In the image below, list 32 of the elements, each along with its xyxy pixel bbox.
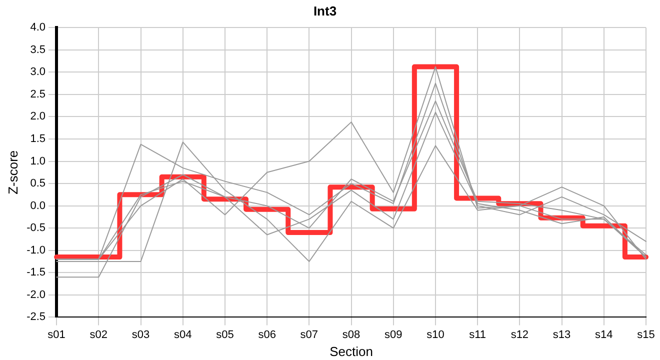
x-tick-label: s15 — [637, 328, 655, 341]
y-tick-label: 3.0 — [30, 66, 46, 78]
y-tick-label: -1.5 — [26, 266, 46, 279]
x-tick-label: s02 — [90, 328, 108, 341]
y-tick-label: 1.5 — [30, 133, 46, 146]
x-tick-label: s08 — [342, 328, 360, 341]
y-tick-label: 4.0 — [30, 22, 46, 34]
y-tick-label: -2.0 — [26, 288, 46, 301]
y-tick-label: 0.5 — [30, 178, 46, 190]
x-tick-label: s12 — [510, 328, 529, 341]
x-tick-label: s03 — [132, 328, 150, 341]
y-tick-label: -0.5 — [26, 222, 46, 234]
x-tick-label: s01 — [48, 328, 66, 341]
x-tick-label: s04 — [174, 328, 192, 341]
y-tick-label: 2.5 — [30, 88, 46, 100]
x-tick-label: s09 — [384, 328, 402, 341]
x-tick-label: s10 — [426, 328, 444, 341]
x-tick-label: s11 — [469, 328, 486, 341]
chart-title: Int3 — [313, 3, 337, 18]
y-tick-label: -1.0 — [26, 244, 46, 256]
y-axis-title: Z-score — [5, 150, 20, 194]
y-tick-label: 0.0 — [30, 200, 46, 212]
x-tick-label: s07 — [300, 328, 318, 341]
x-tick-label: s14 — [595, 328, 613, 341]
y-tick-label: 3.5 — [30, 44, 46, 56]
y-tick-label: 1.0 — [30, 155, 46, 168]
y-tick-label: 2.0 — [30, 110, 46, 123]
x-tick-label: s13 — [552, 328, 571, 341]
y-tick-label: -2.5 — [26, 311, 46, 324]
x-tick-label: s06 — [258, 328, 276, 341]
x-axis-title: Section — [330, 344, 373, 359]
x-tick-label: s05 — [216, 328, 234, 341]
